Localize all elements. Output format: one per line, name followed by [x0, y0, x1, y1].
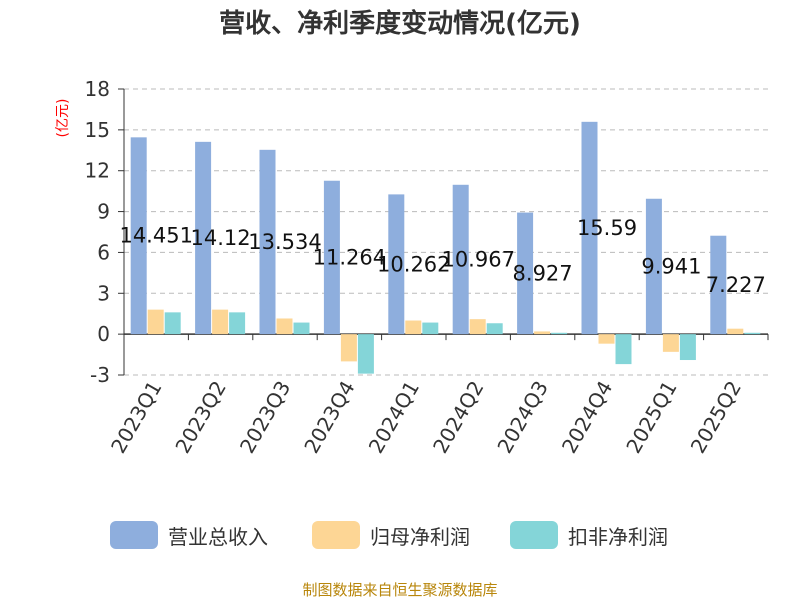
bar-deducted-profit[interactable]: [422, 322, 439, 335]
bars: [130, 121, 761, 374]
bar-net-profit[interactable]: [598, 334, 615, 344]
bar-net-profit[interactable]: [405, 320, 422, 335]
bar-net-profit[interactable]: [147, 309, 164, 335]
bar-net-profit[interactable]: [534, 331, 551, 335]
y-axis-unit-label: (亿元): [55, 99, 71, 138]
legend-item-deducted-profit[interactable]: 扣非净利润: [510, 520, 668, 550]
legend-label-net-profit: 归母净利润: [370, 524, 470, 549]
bar-revenue[interactable]: [452, 184, 469, 335]
bar-deducted-profit[interactable]: [551, 332, 568, 335]
revenue-swatch: [110, 521, 158, 549]
bar-revenue[interactable]: [195, 141, 212, 335]
bar-revenue[interactable]: [388, 194, 405, 335]
source-note: 制图数据来自恒生聚源数据库: [302, 581, 498, 599]
legend-label-revenue: 营业总收入: [168, 524, 268, 549]
data-label: 8.927: [513, 261, 573, 285]
bar-net-profit[interactable]: [727, 328, 744, 335]
data-label: 14.451: [119, 224, 192, 248]
bar-revenue[interactable]: [645, 198, 662, 335]
y-tick-label: 9: [97, 200, 110, 224]
bar-net-profit[interactable]: [662, 334, 679, 352]
data-label: 10.967: [441, 247, 514, 271]
y-tick-label: 15: [85, 118, 110, 142]
data-label: 11.264: [313, 245, 386, 269]
x-tick-label: 2024Q2: [428, 377, 488, 458]
bar-net-profit[interactable]: [469, 319, 486, 335]
data-label: 14.12: [191, 226, 251, 250]
bar-net-profit[interactable]: [212, 309, 229, 335]
y-tick-label: 3: [97, 281, 110, 305]
data-label: 7.227: [706, 273, 766, 297]
data-label: 15.59: [577, 216, 637, 240]
bar-deducted-profit[interactable]: [679, 334, 696, 361]
bar-revenue[interactable]: [259, 149, 276, 335]
bar-deducted-profit[interactable]: [744, 332, 761, 335]
data-label: 9.941: [641, 254, 701, 278]
x-tick-label: 2025Q2: [686, 377, 746, 458]
chart-title: 营收、净利季度变动情况(亿元): [219, 9, 581, 39]
net-profit-swatch: [312, 521, 360, 549]
bar-revenue[interactable]: [130, 137, 147, 335]
y-tick-label: 12: [85, 159, 110, 183]
legend-item-net-profit[interactable]: 归母净利润: [312, 520, 470, 550]
bar-deducted-profit[interactable]: [615, 334, 632, 365]
deducted-profit-swatch: [510, 521, 558, 549]
bar-net-profit[interactable]: [276, 318, 293, 335]
bar-deducted-profit[interactable]: [164, 312, 181, 335]
y-tick-label: 18: [85, 77, 110, 101]
bar-revenue[interactable]: [517, 212, 534, 335]
y-tick-label: 6: [97, 240, 110, 264]
x-tick-label: 2023Q1: [106, 377, 166, 458]
x-tick-label: 2023Q2: [170, 377, 230, 458]
y-tick-label: 0: [97, 322, 110, 346]
x-tick-label: 2023Q3: [235, 377, 295, 458]
bar-revenue[interactable]: [710, 235, 727, 335]
x-tick-label: 2024Q4: [557, 377, 617, 458]
bar-deducted-profit[interactable]: [293, 322, 310, 335]
x-tick-label: 2024Q3: [492, 377, 552, 458]
bar-deducted-profit[interactable]: [486, 323, 503, 335]
data-label: 13.534: [248, 230, 321, 254]
x-tick-label: 2023Q4: [299, 377, 359, 458]
bar-deducted-profit[interactable]: [229, 312, 246, 335]
bar-deducted-profit[interactable]: [357, 334, 374, 374]
data-labels: 14.45114.1213.53411.26410.26210.9678.927…: [119, 216, 765, 297]
x-tick-label: 2024Q1: [364, 377, 424, 458]
x-tick-label: 2025Q1: [621, 377, 681, 458]
bar-revenue[interactable]: [323, 180, 340, 335]
y-tick-label: -3: [90, 363, 110, 387]
bar-net-profit[interactable]: [340, 334, 357, 362]
bar-revenue[interactable]: [581, 121, 598, 335]
legend-item-revenue[interactable]: 营业总收入: [110, 520, 268, 550]
legend-label-deducted-profit: 扣非净利润: [568, 524, 668, 549]
data-label: 10.262: [377, 252, 450, 276]
